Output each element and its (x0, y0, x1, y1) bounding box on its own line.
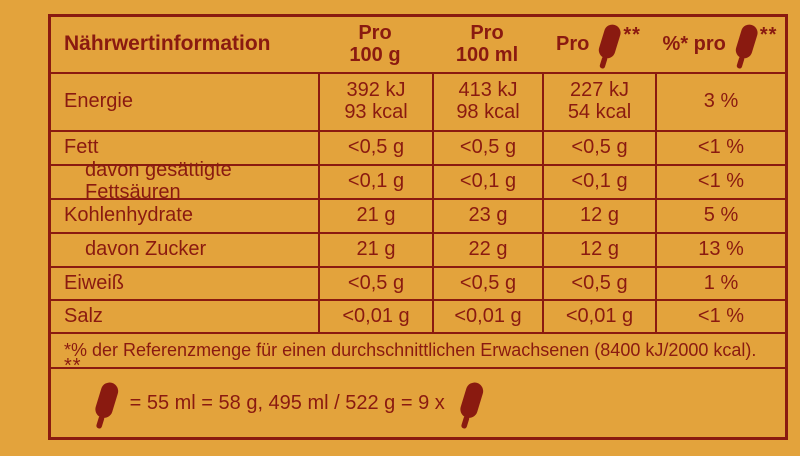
row-value: 21 g (318, 232, 432, 266)
column-header-per-100ml: Pro 100 ml (432, 17, 542, 72)
row-value: 23 g (432, 198, 542, 232)
row-value: <0,01 g (318, 299, 432, 332)
row-label-gesaettigte-fettsaeuren: davon gesättigte Fettsäuren (51, 160, 318, 203)
popsicle-icon (594, 23, 622, 71)
row-label-salz: Salz (51, 299, 318, 332)
row-value: <0,1 g (318, 164, 432, 198)
row-value: 12 g (542, 232, 655, 266)
row-value: 227 kJ 54 kcal (542, 72, 655, 130)
table-title: Nährwertinformation (64, 32, 271, 56)
popsicle-icon (455, 381, 485, 431)
row-value: <0,1 g (432, 164, 542, 198)
footnote-marker: ** (759, 24, 778, 46)
row-value: 12 g (542, 198, 655, 232)
column-header-per-100g: Pro 100 g (318, 17, 432, 72)
row-value: 13 % (655, 232, 785, 266)
row-value: <1 % (655, 164, 785, 198)
row-value: <0,5 g (542, 266, 655, 299)
row-value: <0,5 g (318, 130, 432, 164)
row-label-eiweiss: Eiweiß (51, 266, 318, 299)
nutrition-table: Nährwertinformation Pro 100 g Pro 100 ml… (48, 14, 788, 440)
column-header-line: Pro (470, 21, 504, 44)
row-value: 392 kJ 93 kcal (318, 72, 432, 130)
row-value: 3 % (655, 72, 785, 130)
row-value: <0,01 g (542, 299, 655, 332)
column-header-line: Pro (358, 21, 392, 44)
footnote-marker: ** (64, 355, 82, 377)
row-value: 413 kJ 98 kcal (432, 72, 542, 130)
row-value: <0,5 g (432, 266, 542, 299)
row-label-energie: Energie (51, 72, 318, 130)
row-value: <0,1 g (542, 164, 655, 198)
row-value: 22 g (432, 232, 542, 266)
popsicle-icon (731, 23, 759, 71)
row-label-kohlenhydrate: Kohlenhydrate (51, 198, 318, 232)
serving-note-text: = 55 ml = 58 g, 495 ml / 522 g = 9 x (129, 391, 445, 414)
row-value: <1 % (655, 130, 785, 164)
row-value: 21 g (318, 198, 432, 232)
popsicle-icon (90, 381, 120, 431)
row-label-fett: Fett (51, 130, 318, 164)
row-value: <1 % (655, 299, 785, 332)
column-header-prefix: %* pro (662, 32, 726, 55)
column-header-percent-per-piece: %* pro ** (655, 17, 785, 72)
column-header-line: 100 ml (455, 43, 519, 66)
row-value: <0,5 g (542, 130, 655, 164)
row-value: 5 % (655, 198, 785, 232)
row-value: <0,5 g (318, 266, 432, 299)
column-header-per-piece: Pro ** (542, 17, 655, 72)
footnote-marker: ** (623, 24, 641, 46)
row-label-zucker: davon Zucker (51, 232, 318, 266)
reference-footnote: *% der Referenzmenge für einen durchschn… (51, 332, 785, 367)
row-value: <0,5 g (432, 130, 542, 164)
column-header-line: 100 g (349, 43, 401, 66)
row-value: <0,01 g (432, 299, 542, 332)
column-header-prefix: Pro (556, 32, 590, 55)
row-value: 1 % (655, 266, 785, 299)
serving-note: ** = 55 ml = 58 g, 495 ml / 522 g = 9 x (51, 355, 785, 437)
